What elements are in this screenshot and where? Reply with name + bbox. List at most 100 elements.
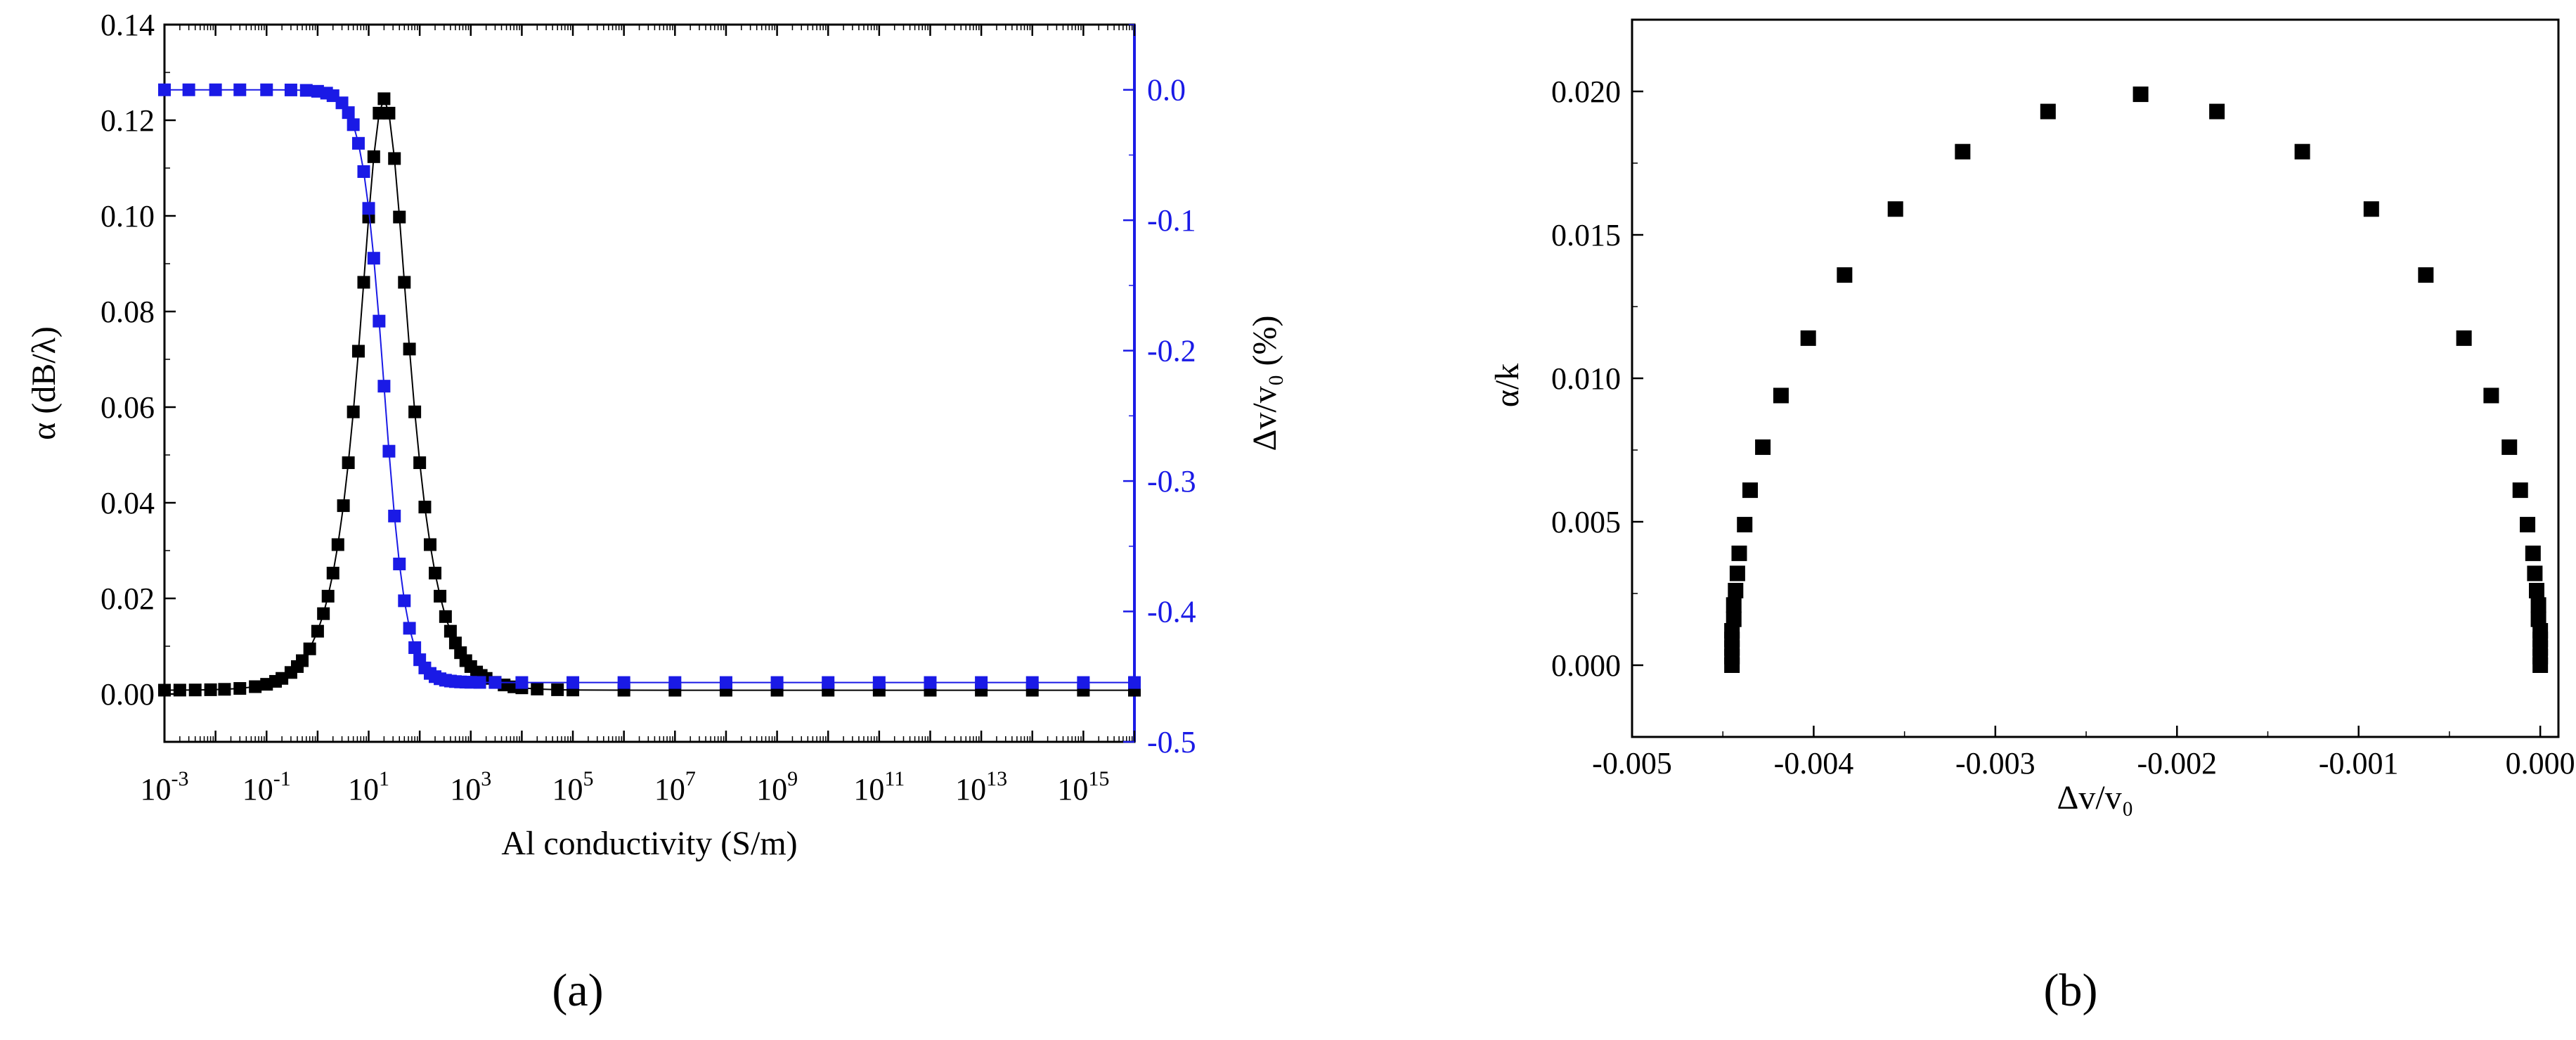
chart-a-point-1 — [182, 83, 195, 96]
chart-b-point — [2528, 582, 2544, 598]
chart-a-right-tick-label: -0.1 — [1147, 203, 1196, 238]
chart-b-point — [2363, 201, 2379, 217]
chart-a-ticks — [163, 23, 1136, 743]
chart-a-point-1 — [408, 641, 422, 655]
chart-b-y-tick-label: 0.000 — [1551, 648, 1621, 683]
chart-b-point — [2525, 545, 2541, 561]
chart-a-point-1 — [1128, 676, 1141, 689]
chart-b-point — [2530, 597, 2546, 613]
chart-a-series — [158, 83, 1141, 697]
chart-a-point-0 — [382, 106, 396, 120]
chart-a-x-tick-label: 109 — [756, 767, 798, 807]
chart-a-point-1 — [617, 676, 630, 689]
chart-a-point-1 — [382, 444, 396, 458]
chart-a-point-0 — [321, 589, 335, 603]
chart-a-point-0 — [439, 610, 452, 623]
chart-b-y-tick-label: 0.010 — [1551, 361, 1621, 396]
chart-a-point-0 — [408, 405, 422, 418]
chart-a-x-tick-label: 101 — [348, 767, 389, 807]
chart-a-point-1 — [872, 676, 886, 689]
chart-a-y-tick-label: 0.08 — [101, 295, 155, 329]
chart-b-point — [1729, 565, 1745, 582]
chart-a-right-tick-label: -0.5 — [1147, 725, 1196, 759]
chart-a-point-1 — [488, 676, 502, 689]
chart-b-point — [1887, 201, 1903, 217]
chart-a-point-0 — [296, 654, 309, 667]
chart-a-point-1 — [299, 84, 313, 97]
chart-a-point-1 — [403, 622, 416, 635]
chart-b-x-tick-label: -0.002 — [2137, 746, 2217, 781]
chart-a-point-1 — [209, 83, 222, 96]
chart-a-right-tick-label: -0.3 — [1147, 464, 1196, 499]
chart-a-point-1 — [377, 380, 391, 393]
chart-a-frame — [163, 23, 1136, 743]
chart-a-point-0 — [393, 210, 406, 224]
chart-a-point-1 — [362, 202, 375, 215]
chart-a-point-1 — [398, 594, 411, 608]
chart-a-right-tick-label: -0.4 — [1147, 595, 1196, 629]
chart-a-point-0 — [173, 683, 186, 697]
chart-b-y-tick-label: 0.005 — [1551, 505, 1621, 539]
chart-b-point — [2527, 565, 2543, 582]
chart-a-right-tick-label: 0.0 — [1147, 73, 1186, 108]
chart-b-point — [2483, 387, 2499, 404]
chart-a-point-0 — [233, 682, 247, 695]
chart-a-point-0 — [434, 589, 447, 603]
chart-a-point-0 — [388, 152, 401, 165]
chart-b-point — [1755, 439, 1771, 455]
chart-a-point-1 — [515, 676, 529, 689]
chart-b-x-tick-label: -0.001 — [2319, 746, 2399, 781]
chart-a-x-tick-label: 105 — [552, 767, 594, 807]
chart-b-x-tick-label: -0.004 — [1774, 746, 1854, 781]
chart-b-point — [2501, 439, 2518, 455]
chart-a-tick-labels: 10-3 10-1 101 103 105 107 109 1011 1013 1015 0.00 0… — [101, 8, 1196, 807]
chart-b-y-tick-label: 0.015 — [1551, 218, 1621, 252]
chart-a-point-1 — [367, 252, 380, 265]
chart-a-point-1 — [158, 83, 171, 96]
chart-b-point — [2209, 103, 2225, 120]
chart-b-point — [1728, 582, 1744, 598]
chart-b-point — [1773, 387, 1789, 404]
chart-a-x-tick-label: 1015 — [1057, 767, 1109, 807]
chart-a-x-tick-label: 1013 — [955, 767, 1007, 807]
chart-b-point — [2456, 330, 2472, 346]
chart-b-point — [2294, 143, 2310, 160]
chart-a-point-1 — [924, 676, 937, 689]
chart-a-right-tick-label: -0.2 — [1147, 334, 1196, 368]
chart-b-ticks — [1631, 19, 2542, 737]
chart-a-point-1 — [668, 676, 682, 689]
chart-b-point — [1742, 482, 1758, 499]
chart-b-point — [1726, 611, 1742, 627]
chart-a-series-line-1 — [164, 89, 1134, 683]
chart-a-point-0 — [429, 566, 442, 579]
chart-a-point-0 — [398, 276, 411, 289]
chart-a-point-0 — [347, 405, 360, 418]
chart-a-point-0 — [188, 683, 202, 697]
chart-b-x-tick-label: 0.000 — [2506, 746, 2575, 781]
chart-a-x-tick-label: 1011 — [853, 767, 905, 807]
chart-b-point — [2532, 657, 2549, 673]
chart-a-point-1 — [473, 676, 486, 689]
chart-b-series — [1724, 86, 2549, 673]
chart-a-point-0 — [337, 499, 350, 513]
chart-a-point-0 — [423, 538, 436, 551]
chart-a-point-0 — [444, 624, 457, 638]
chart-a-point-1 — [975, 676, 988, 689]
chart-b-point — [2512, 482, 2528, 499]
chart-a-point-0 — [367, 150, 380, 163]
chart-b-point — [2132, 86, 2149, 103]
chart-a-point-0 — [249, 680, 262, 693]
chart-a-y-tick-label: 0.06 — [101, 390, 155, 425]
chart-a-point-1 — [1025, 676, 1039, 689]
chart-a-point-1 — [284, 83, 297, 96]
chart-a-y-tick-label: 0.10 — [101, 199, 155, 233]
chart-a-y-tick-label: 0.04 — [101, 486, 155, 520]
chart-a-point-1 — [233, 83, 247, 96]
chart-a-point-1 — [822, 676, 835, 689]
panel-label-b: (b) — [2044, 965, 2098, 1016]
chart-a-point-1 — [335, 96, 349, 110]
chart-a-point-1 — [719, 676, 732, 689]
chart-a-point-0 — [351, 345, 365, 358]
chart-b-point — [1955, 143, 1971, 160]
